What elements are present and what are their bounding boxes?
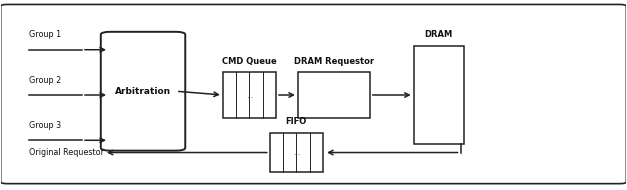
Text: FIFO: FIFO xyxy=(286,117,307,126)
FancyBboxPatch shape xyxy=(1,5,626,184)
Text: Group 3: Group 3 xyxy=(29,121,61,130)
Bar xyxy=(223,72,276,118)
Bar xyxy=(270,133,323,172)
Text: CMD Queue: CMD Queue xyxy=(222,57,277,66)
Text: Arbitration: Arbitration xyxy=(115,87,171,96)
Text: Group 1: Group 1 xyxy=(29,30,61,39)
Bar xyxy=(298,72,370,118)
Text: DRAM: DRAM xyxy=(424,30,453,39)
Text: Group 2: Group 2 xyxy=(29,76,61,85)
Text: ...: ... xyxy=(246,90,253,100)
Bar xyxy=(414,46,463,144)
FancyBboxPatch shape xyxy=(101,32,185,151)
Text: Original Requestor: Original Requestor xyxy=(29,148,104,157)
Text: ...: ... xyxy=(293,148,300,157)
Text: DRAM Requestor: DRAM Requestor xyxy=(294,57,374,66)
